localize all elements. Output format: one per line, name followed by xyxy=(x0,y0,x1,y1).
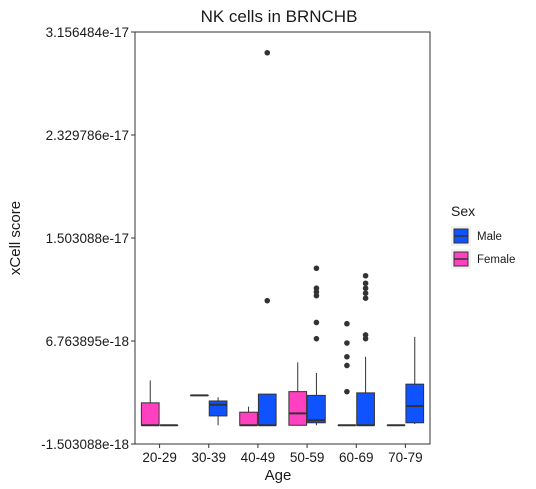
y-tick-label: 3.156484e-17 xyxy=(46,25,129,40)
x-tick-label: 40-49 xyxy=(241,450,276,465)
box-male-50-59 xyxy=(307,265,326,426)
y-axis: -1.503088e-18 6.763895e-18 1.503088e-17 2.3… xyxy=(41,25,135,452)
legend: Sex Male Female xyxy=(451,203,515,269)
box-iqr xyxy=(239,411,258,426)
box-female-60-69 xyxy=(337,320,357,427)
outlier-point xyxy=(344,388,350,395)
box-iqr xyxy=(140,402,160,426)
legend-title: Sex xyxy=(451,203,475,219)
outlier-point xyxy=(313,335,320,342)
box-iqr xyxy=(288,391,308,426)
box-female-40-49 xyxy=(239,406,258,427)
outlier-point xyxy=(344,353,350,360)
x-axis: 20-29 30-39 40-49 50-59 60-69 70-79 xyxy=(142,444,423,465)
plot-panel xyxy=(134,31,431,445)
y-axis-title: xCell score xyxy=(7,201,24,275)
legend-entry-female: Female xyxy=(451,249,515,269)
x-tick-label: 30-39 xyxy=(191,450,226,465)
chart-title: NK cells in BRNCHB xyxy=(201,7,358,26)
legend-label: Female xyxy=(477,254,515,266)
outlier-point xyxy=(362,280,369,287)
outlier-point xyxy=(362,272,369,279)
x-axis-title: Age xyxy=(265,467,292,484)
box-male-70-79 xyxy=(405,336,425,425)
outlier-point xyxy=(344,320,350,327)
outlier-point xyxy=(362,295,369,301)
x-tick-label: 60-69 xyxy=(339,450,374,465)
box-iqr xyxy=(405,383,425,424)
outlier-point xyxy=(362,332,369,338)
legend-entry-male: Male xyxy=(451,226,502,246)
y-tick-label: 2.329786e-17 xyxy=(46,128,129,143)
y-tick-label: 6.763895e-18 xyxy=(46,334,129,349)
box-iqr xyxy=(208,400,228,417)
outlier-point xyxy=(313,319,320,326)
box-female-50-59 xyxy=(288,362,308,426)
y-tick-label: -1.503088e-18 xyxy=(41,437,129,452)
outlier-point xyxy=(362,285,369,292)
outlier-point xyxy=(264,297,271,304)
outlier-point xyxy=(362,290,369,297)
outlier-point xyxy=(344,340,350,346)
outlier-point xyxy=(264,49,271,56)
box-male-30-39 xyxy=(208,397,228,426)
box-layer xyxy=(140,49,425,427)
box-female-20-29 xyxy=(140,380,160,427)
box-iqr xyxy=(356,392,375,426)
box-male-60-69 xyxy=(356,272,375,427)
y-tick-label: 1.503088e-17 xyxy=(46,231,129,246)
outlier-point xyxy=(313,285,320,292)
box-male-40-49 xyxy=(257,49,277,427)
x-tick-label: 50-59 xyxy=(290,450,325,465)
box-iqr xyxy=(307,394,326,424)
outlier-point xyxy=(344,362,350,369)
x-tick-label: 20-29 xyxy=(142,450,177,465)
x-tick-label: 70-79 xyxy=(388,450,423,465)
legend-label: Male xyxy=(477,231,502,243)
box-iqr xyxy=(257,393,277,426)
outlier-point xyxy=(313,265,320,272)
